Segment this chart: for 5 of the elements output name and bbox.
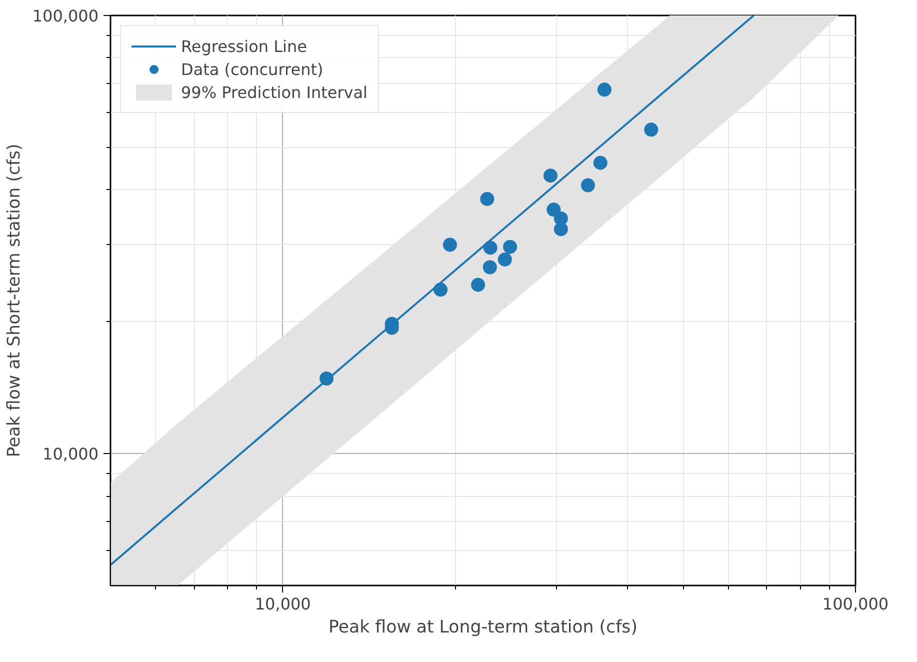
legend-label: Data (concurrent) [181, 60, 324, 78]
x-axis-title: Peak flow at Long-term station (cfs) [328, 618, 638, 638]
legend-label: Regression Line [181, 36, 307, 56]
legend-label: 99% Prediction Interval [181, 82, 368, 102]
y-axis-title: Peak flow at Short-term station (cfs) [4, 144, 24, 458]
